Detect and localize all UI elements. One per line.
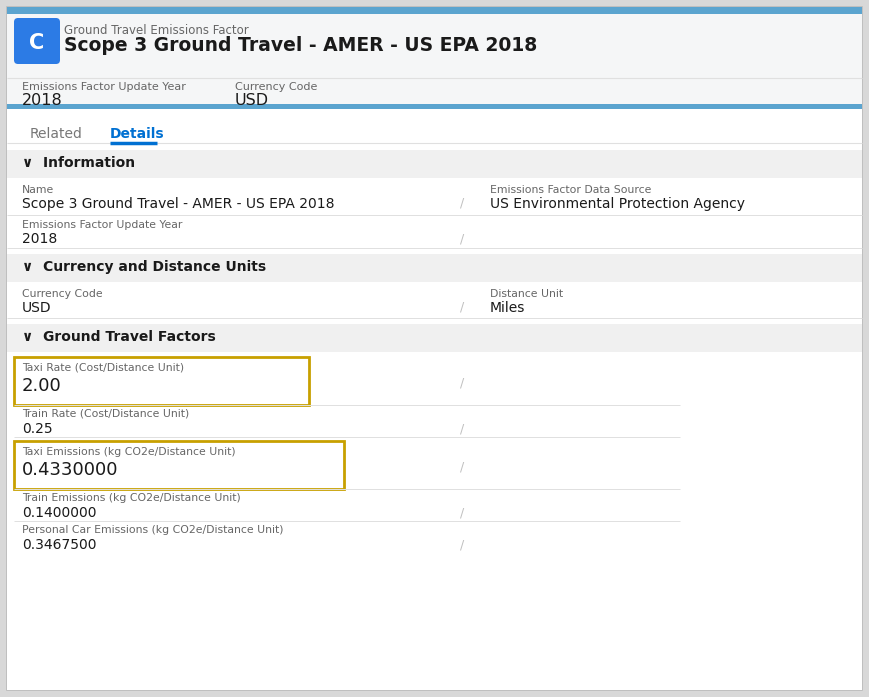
Text: /: / xyxy=(460,461,464,474)
Text: /: / xyxy=(460,301,464,314)
Text: Train Rate (Cost/Distance Unit): Train Rate (Cost/Distance Unit) xyxy=(22,409,189,419)
Bar xyxy=(7,109,862,690)
Text: 2018: 2018 xyxy=(22,93,63,108)
Text: USD: USD xyxy=(235,93,269,108)
Text: /: / xyxy=(460,422,464,435)
Text: Miles: Miles xyxy=(490,301,526,315)
Text: C: C xyxy=(30,33,44,53)
Text: /: / xyxy=(460,506,464,519)
Bar xyxy=(7,324,862,352)
Text: /: / xyxy=(460,377,464,390)
FancyBboxPatch shape xyxy=(14,18,60,64)
Text: /: / xyxy=(460,197,464,210)
Text: Details: Details xyxy=(110,127,164,141)
Text: ∨  Currency and Distance Units: ∨ Currency and Distance Units xyxy=(22,260,266,274)
Text: 0.3467500: 0.3467500 xyxy=(22,538,96,552)
Text: Emissions Factor Update Year: Emissions Factor Update Year xyxy=(22,82,186,92)
Bar xyxy=(14,441,344,489)
Text: Currency Code: Currency Code xyxy=(22,289,103,299)
Text: Name: Name xyxy=(22,185,54,195)
Text: Taxi Emissions (kg CO2e/Distance Unit): Taxi Emissions (kg CO2e/Distance Unit) xyxy=(22,447,235,457)
Text: ∨  Information: ∨ Information xyxy=(22,156,135,170)
Text: Ground Travel Emissions Factor: Ground Travel Emissions Factor xyxy=(64,24,249,37)
Text: Taxi Rate (Cost/Distance Unit): Taxi Rate (Cost/Distance Unit) xyxy=(22,363,184,373)
Text: 2.00: 2.00 xyxy=(22,377,62,395)
Text: 0.1400000: 0.1400000 xyxy=(22,506,96,520)
Bar xyxy=(7,7,862,14)
Text: Distance Unit: Distance Unit xyxy=(490,289,563,299)
Text: Related: Related xyxy=(30,127,83,141)
Text: 0.4330000: 0.4330000 xyxy=(22,461,118,479)
Text: /: / xyxy=(460,538,464,551)
Text: Train Emissions (kg CO2e/Distance Unit): Train Emissions (kg CO2e/Distance Unit) xyxy=(22,493,241,503)
Bar xyxy=(7,254,862,282)
Text: Scope 3 Ground Travel - AMER - US EPA 2018: Scope 3 Ground Travel - AMER - US EPA 20… xyxy=(64,36,537,55)
Text: Personal Car Emissions (kg CO2e/Distance Unit): Personal Car Emissions (kg CO2e/Distance… xyxy=(22,525,283,535)
Text: 0.25: 0.25 xyxy=(22,422,53,436)
Text: 2018: 2018 xyxy=(22,232,57,246)
Bar xyxy=(7,14,862,104)
Text: USD: USD xyxy=(22,301,51,315)
Text: Emissions Factor Data Source: Emissions Factor Data Source xyxy=(490,185,652,195)
Text: Currency Code: Currency Code xyxy=(235,82,317,92)
Text: Scope 3 Ground Travel - AMER - US EPA 2018: Scope 3 Ground Travel - AMER - US EPA 20… xyxy=(22,197,335,211)
Text: US Environmental Protection Agency: US Environmental Protection Agency xyxy=(490,197,745,211)
Text: Emissions Factor Update Year: Emissions Factor Update Year xyxy=(22,220,182,230)
Bar xyxy=(7,104,862,109)
Bar xyxy=(7,150,862,178)
Bar xyxy=(14,357,309,405)
Text: ∨  Ground Travel Factors: ∨ Ground Travel Factors xyxy=(22,330,216,344)
Text: /: / xyxy=(460,232,464,245)
